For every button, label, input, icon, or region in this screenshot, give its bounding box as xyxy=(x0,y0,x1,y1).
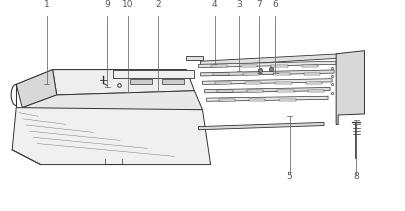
Polygon shape xyxy=(198,122,324,130)
Text: 10: 10 xyxy=(122,0,133,9)
Text: 8: 8 xyxy=(354,172,359,181)
Polygon shape xyxy=(207,96,328,101)
Bar xyxy=(271,65,288,67)
Bar xyxy=(247,90,263,92)
Bar xyxy=(245,82,261,84)
Text: 5: 5 xyxy=(287,172,292,181)
Polygon shape xyxy=(12,108,211,165)
Polygon shape xyxy=(200,54,342,66)
Polygon shape xyxy=(200,70,334,76)
Bar xyxy=(219,99,235,101)
Polygon shape xyxy=(16,70,186,84)
Bar xyxy=(213,73,229,75)
Bar xyxy=(249,99,265,101)
Bar xyxy=(215,82,231,84)
Polygon shape xyxy=(205,88,330,93)
Text: 3: 3 xyxy=(236,0,242,9)
Polygon shape xyxy=(202,79,332,84)
Polygon shape xyxy=(186,56,202,60)
Text: 6: 6 xyxy=(273,0,278,9)
Text: 1: 1 xyxy=(44,0,49,9)
Polygon shape xyxy=(53,70,194,95)
Polygon shape xyxy=(16,70,57,108)
Bar xyxy=(275,82,292,84)
Bar xyxy=(217,90,233,92)
Bar xyxy=(277,90,294,92)
FancyBboxPatch shape xyxy=(162,79,184,84)
Text: 2: 2 xyxy=(155,0,161,9)
Polygon shape xyxy=(336,51,364,124)
Text: 4: 4 xyxy=(212,0,217,9)
Bar xyxy=(243,73,259,75)
Bar xyxy=(304,73,320,75)
Polygon shape xyxy=(113,70,194,78)
Bar xyxy=(241,65,257,67)
Bar xyxy=(306,82,322,84)
FancyBboxPatch shape xyxy=(130,79,152,84)
Polygon shape xyxy=(198,61,336,68)
Text: 9: 9 xyxy=(104,0,110,9)
Bar xyxy=(211,65,227,67)
Bar xyxy=(302,65,318,67)
Bar xyxy=(279,99,296,101)
Bar xyxy=(273,73,290,75)
Polygon shape xyxy=(22,91,202,114)
Text: 7: 7 xyxy=(256,0,262,9)
Bar xyxy=(308,90,324,92)
